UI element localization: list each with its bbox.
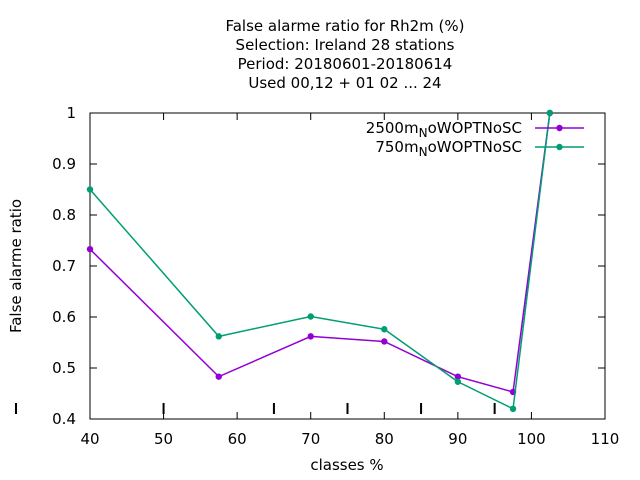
class-markers — [15, 403, 496, 414]
series-group — [86, 109, 554, 412]
y-axis-label: False alarme ratio — [7, 199, 25, 333]
x-tick-label: 80 — [375, 430, 394, 448]
legend-label: 2500mNoWOPTNoSC — [366, 119, 522, 140]
data-point — [454, 373, 462, 380]
y-tick-label: 0.8 — [52, 206, 76, 224]
data-point — [215, 333, 222, 340]
y-tick-label: 0.6 — [52, 308, 76, 326]
y-tick-label: 0.5 — [52, 359, 76, 377]
data-point — [546, 109, 554, 117]
legend-entry-2: 750mNoWOPTNoSC — [375, 138, 584, 159]
series-line — [89, 112, 551, 410]
title-line-3: Period: 20180601-20180614 — [238, 55, 453, 73]
legend-label: 750mNoWOPTNoSC — [375, 138, 522, 159]
legend-marker — [556, 143, 563, 151]
legend-entry-1: 2500mNoWOPTNoSC — [366, 119, 584, 140]
y-tick-label: 0.7 — [52, 257, 76, 275]
axis-ticks: 40 50 60 70 80 90 100 110 0.4 0.5 0.6 0.7 0.8 0.9 1 — [52, 104, 619, 448]
title-line-4: Used 00,12 + 01 02 ... 24 — [248, 74, 441, 92]
data-point — [381, 326, 388, 333]
y-tick-label: 0.4 — [52, 410, 76, 428]
x-tick-label: 110 — [591, 430, 620, 448]
legend-marker — [556, 124, 563, 132]
data-point — [454, 378, 462, 385]
x-tick-label: 70 — [301, 430, 320, 448]
x-axis-label: classes % — [310, 456, 383, 474]
chart-title: False alarme ratio for Rh2m (%)Selection… — [225, 17, 464, 92]
data-point — [215, 373, 222, 380]
data-point — [381, 338, 388, 345]
data-point — [86, 186, 94, 193]
data-point — [86, 245, 94, 253]
data-point — [307, 313, 314, 320]
x-tick-label: 100 — [517, 430, 546, 448]
series-2 — [86, 109, 554, 412]
title-line-2: Selection: Ireland 28 stations — [236, 36, 455, 54]
x-tick-label: 40 — [80, 430, 99, 448]
x-tick-label: 90 — [448, 430, 467, 448]
y-tick-label: 0.9 — [52, 155, 76, 173]
x-tick-label: 60 — [228, 430, 247, 448]
y-tick-label: 1 — [66, 104, 76, 122]
title-line-1: False alarme ratio for Rh2m (%) — [225, 17, 464, 35]
data-point — [509, 405, 517, 412]
x-tick-label: 50 — [154, 430, 173, 448]
data-point — [307, 333, 314, 340]
plot-area-border — [89, 112, 606, 420]
